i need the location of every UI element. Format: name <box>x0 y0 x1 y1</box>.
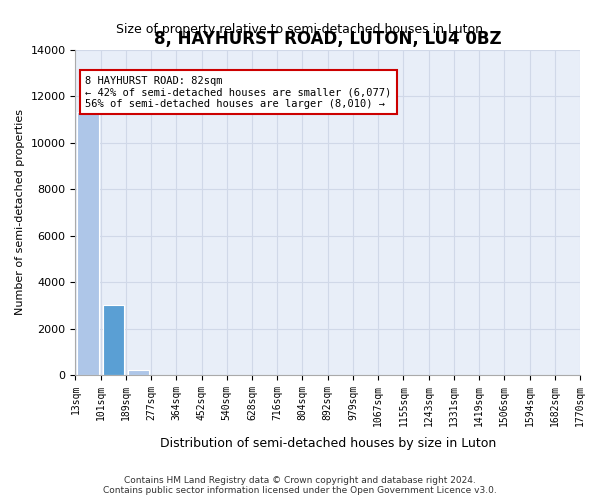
Text: Contains HM Land Registry data © Crown copyright and database right 2024.
Contai: Contains HM Land Registry data © Crown c… <box>103 476 497 495</box>
Text: 8 HAYHURST ROAD: 82sqm
← 42% of semi-detached houses are smaller (6,077)
56% of : 8 HAYHURST ROAD: 82sqm ← 42% of semi-det… <box>85 76 392 109</box>
Bar <box>103 306 124 375</box>
Title: 8, HAYHURST ROAD, LUTON, LU4 0BZ: 8, HAYHURST ROAD, LUTON, LU4 0BZ <box>154 30 502 48</box>
Y-axis label: Number of semi-detached properties: Number of semi-detached properties <box>15 110 25 316</box>
Bar <box>77 112 99 375</box>
Text: Size of property relative to semi-detached houses in Luton: Size of property relative to semi-detach… <box>116 22 484 36</box>
Bar <box>128 370 149 375</box>
X-axis label: Distribution of semi-detached houses by size in Luton: Distribution of semi-detached houses by … <box>160 437 496 450</box>
